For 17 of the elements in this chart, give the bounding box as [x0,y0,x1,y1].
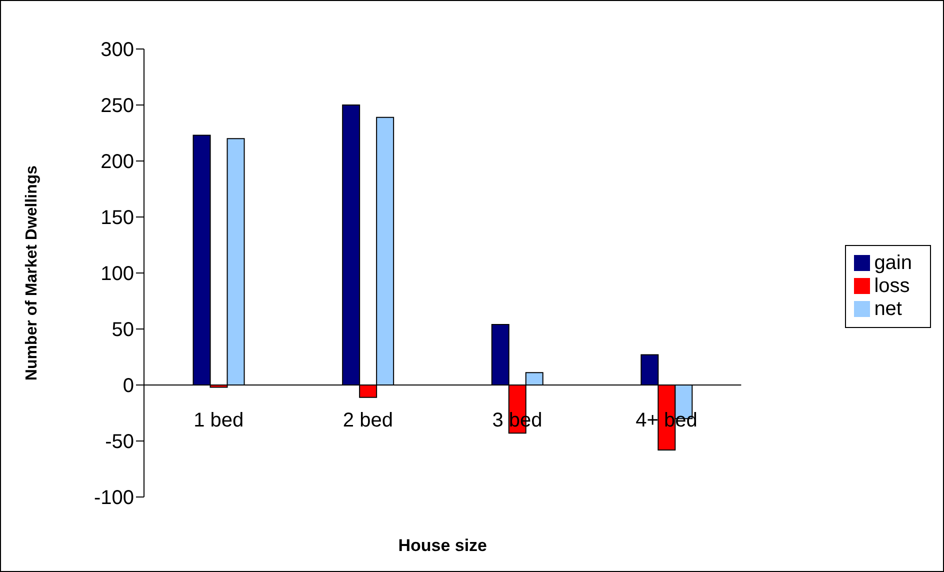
x-axis-title: House size [398,536,487,555]
y-tick-label: 300 [100,39,134,62]
y-tick-label: 250 [100,95,134,118]
legend-label: gain [874,252,912,274]
legend-label: net [874,298,902,320]
y-tick-label: 50 [112,319,134,342]
x-tick-label: 1 bed [194,410,244,432]
y-tick-label: 100 [100,263,134,286]
y-tick-label: 0 [122,375,134,398]
legend-label: loss [874,274,910,296]
x-tick-label: 3 bed [492,410,542,432]
x-tick-label: 2 bed [342,410,393,432]
y-axis-title: Number of Market Dwellings [24,165,41,381]
y-tick-label: 200 [100,151,134,174]
y-tick-label: 150 [100,207,134,230]
y-tick-label: -50 [105,431,134,454]
y-tick-label: -100 [94,487,134,510]
